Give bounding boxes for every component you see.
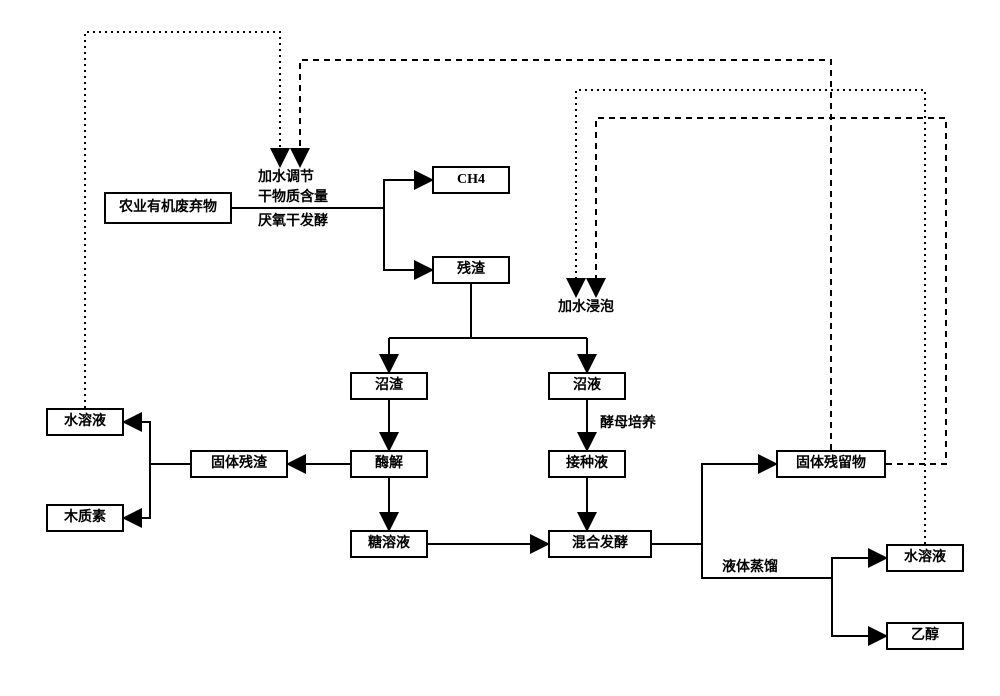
box-aq-r: 水溶液: [886, 544, 964, 572]
box-biogas-slurry-label: 沼液: [573, 378, 601, 395]
box-ch4-label: CH4: [457, 172, 485, 189]
box-sugar: 糖溶液: [350, 530, 428, 558]
box-mix-label: 混合发酵: [572, 536, 628, 553]
label-add-water-adjust: 加水调节: [258, 170, 314, 187]
box-solid-residue-l: 固体残渣: [190, 450, 288, 478]
label-dry-matter: 干物质含量: [258, 190, 328, 207]
box-biogas-slurry: 沼液: [548, 372, 626, 400]
box-lignin: 木质素: [46, 504, 124, 532]
label-distill: 液体蒸馏: [722, 560, 778, 577]
box-ethanol-label: 乙醇: [911, 628, 939, 645]
box-biogas-residue: 沼渣: [350, 372, 428, 400]
label-soak: 加水浸泡: [558, 300, 614, 317]
box-inoculum: 接种液: [548, 450, 626, 478]
box-aq-l-label: 水溶液: [64, 414, 106, 431]
box-agri: 农业有机废弃物: [104, 192, 232, 224]
box-biogas-residue-label: 沼渣: [375, 378, 403, 395]
box-enzymolysis: 酶解: [350, 450, 428, 478]
box-solid-residue-l-label: 固体残渣: [211, 456, 267, 473]
box-sugar-label: 糖溶液: [368, 536, 410, 553]
box-lignin-label: 木质素: [64, 510, 106, 527]
box-enzymolysis-label: 酶解: [375, 456, 403, 473]
box-aq-r-label: 水溶液: [904, 550, 946, 567]
box-agri-label: 农业有机废弃物: [119, 200, 217, 217]
box-residue: 残渣: [432, 256, 510, 284]
box-ethanol: 乙醇: [886, 622, 964, 650]
box-solid-residue-r: 固体残留物: [776, 450, 886, 478]
box-mix: 混合发酵: [548, 530, 652, 558]
box-solid-residue-r-label: 固体残留物: [796, 456, 866, 473]
box-residue-label: 残渣: [457, 262, 485, 279]
label-yeast: 酵母培养: [600, 416, 656, 433]
box-ch4: CH4: [432, 166, 510, 194]
box-inoculum-label: 接种液: [566, 456, 608, 473]
box-aq-l: 水溶液: [46, 408, 124, 436]
label-anaerobic: 厌氧干发酵: [258, 214, 328, 231]
